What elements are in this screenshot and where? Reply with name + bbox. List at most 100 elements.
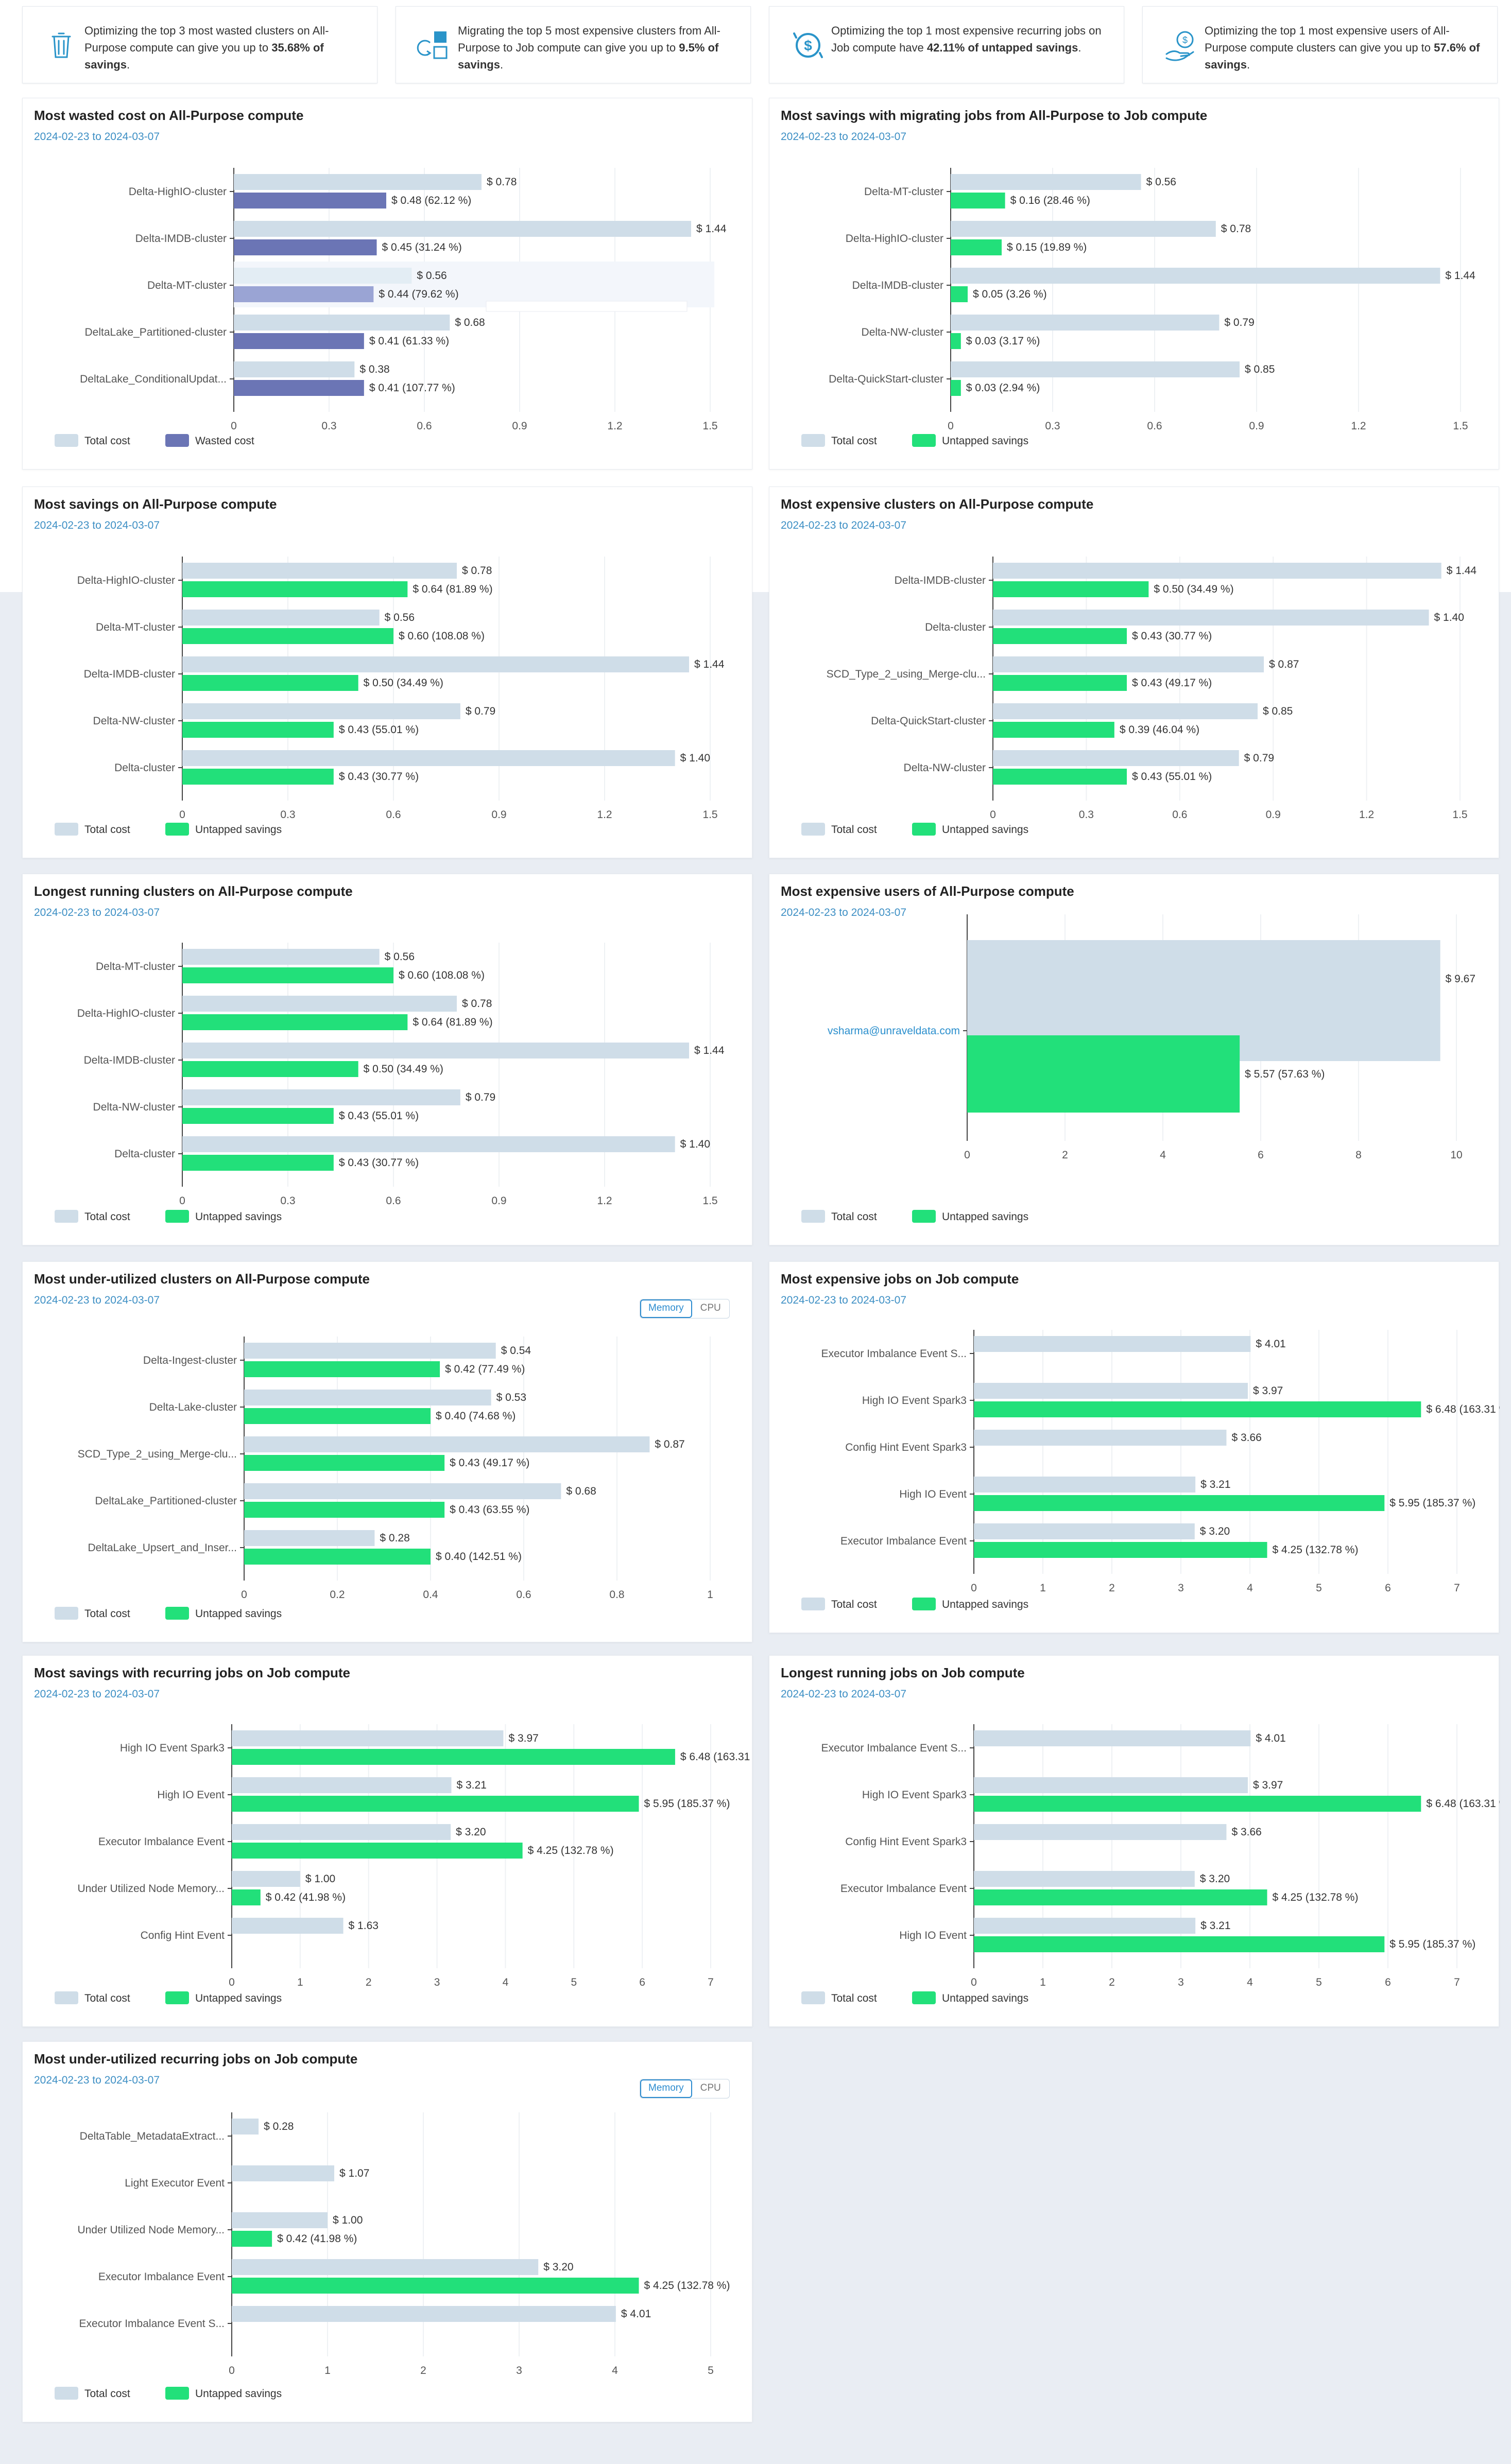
- untapped-savings-bar[interactable]: [182, 1155, 334, 1171]
- total-cost-bar[interactable]: [951, 361, 1240, 377]
- total-cost-bar[interactable]: [244, 1343, 496, 1359]
- untapped-savings-bar[interactable]: [974, 1889, 1267, 1905]
- untapped-savings-bar[interactable]: [974, 1542, 1267, 1558]
- total-cost-bar[interactable]: [974, 1430, 1227, 1446]
- total-cost-bar[interactable]: [993, 703, 1258, 719]
- total-cost-bar[interactable]: [993, 656, 1264, 672]
- untapped-savings-bar[interactable]: [232, 1843, 523, 1859]
- untapped-savings-bar[interactable]: [182, 675, 358, 691]
- legend-label-total[interactable]: Total cost: [84, 1211, 130, 1223]
- legend-label-secondary[interactable]: Untapped savings: [195, 1211, 282, 1223]
- total-cost-bar[interactable]: [182, 656, 689, 672]
- untapped-savings-bar[interactable]: [993, 581, 1149, 597]
- untapped-savings-bar[interactable]: [244, 1549, 431, 1565]
- untapped-savings-bar[interactable]: [182, 1061, 358, 1077]
- total-cost-bar[interactable]: [234, 361, 355, 377]
- total-cost-bar[interactable]: [232, 1777, 452, 1793]
- legend-label-secondary[interactable]: Untapped savings: [942, 1599, 1028, 1610]
- untapped-savings-bar[interactable]: [232, 2278, 639, 2294]
- total-cost-bar[interactable]: [244, 1390, 491, 1405]
- wasted-cost-bar[interactable]: [234, 193, 386, 209]
- total-cost-bar[interactable]: [974, 1336, 1251, 1352]
- legend-label-secondary[interactable]: Untapped savings: [195, 1608, 282, 1620]
- total-cost-bar[interactable]: [993, 610, 1429, 626]
- total-cost-bar[interactable]: [993, 563, 1441, 579]
- legend-label-secondary[interactable]: Untapped savings: [942, 1992, 1028, 2004]
- total-cost-bar[interactable]: [951, 268, 1440, 284]
- total-cost-bar[interactable]: [244, 1530, 375, 1546]
- total-cost-bar[interactable]: [182, 949, 380, 965]
- toggle-cpu[interactable]: CPU: [700, 2083, 721, 2093]
- untapped-savings-bar[interactable]: [232, 2231, 272, 2247]
- untapped-savings-bar[interactable]: [244, 1502, 445, 1518]
- untapped-savings-bar[interactable]: [182, 581, 408, 597]
- untapped-savings-bar[interactable]: [244, 1361, 440, 1377]
- total-cost-bar[interactable]: [951, 174, 1141, 190]
- untapped-savings-bar[interactable]: [967, 1035, 1240, 1113]
- untapped-savings-bar[interactable]: [951, 193, 1005, 209]
- total-cost-bar[interactable]: [234, 315, 450, 331]
- toggle-cpu[interactable]: CPU: [700, 1303, 721, 1313]
- total-cost-bar[interactable]: [232, 1918, 344, 1934]
- total-cost-bar[interactable]: [182, 1136, 675, 1152]
- legend-label-total[interactable]: Total cost: [84, 1992, 130, 2004]
- legend-label-total[interactable]: Total cost: [831, 1211, 877, 1223]
- total-cost-bar[interactable]: [244, 1436, 650, 1452]
- untapped-savings-bar[interactable]: [993, 769, 1127, 785]
- total-cost-bar[interactable]: [974, 1730, 1251, 1746]
- untapped-savings-bar[interactable]: [182, 769, 334, 785]
- toggle-memory[interactable]: Memory: [640, 1299, 692, 1318]
- untapped-savings-bar[interactable]: [951, 333, 961, 349]
- total-cost-bar[interactable]: [182, 563, 457, 579]
- untapped-savings-bar[interactable]: [232, 1889, 261, 1905]
- legend-label-total[interactable]: Total cost: [831, 824, 877, 836]
- total-cost-bar[interactable]: [974, 1871, 1195, 1887]
- total-cost-bar[interactable]: [234, 174, 482, 190]
- total-cost-bar[interactable]: [974, 1383, 1248, 1399]
- total-cost-bar[interactable]: [232, 2165, 335, 2181]
- legend-label-secondary[interactable]: Untapped savings: [942, 824, 1028, 836]
- total-cost-bar[interactable]: [182, 703, 460, 719]
- total-cost-bar[interactable]: [182, 1043, 689, 1059]
- untapped-savings-bar[interactable]: [232, 1749, 675, 1765]
- legend-label-secondary[interactable]: Untapped savings: [942, 435, 1028, 447]
- total-cost-bar[interactable]: [182, 1089, 460, 1105]
- total-cost-bar[interactable]: [182, 996, 457, 1012]
- category-label[interactable]: vsharma@unraveldata.com: [828, 1025, 960, 1037]
- untapped-savings-bar[interactable]: [182, 967, 393, 983]
- legend-label-total[interactable]: Total cost: [84, 2388, 130, 2400]
- legend-label-total[interactable]: Total cost: [84, 824, 130, 836]
- legend-label-total[interactable]: Total cost: [84, 435, 130, 447]
- untapped-savings-bar[interactable]: [951, 286, 968, 302]
- legend-label-secondary[interactable]: Untapped savings: [195, 2388, 282, 2400]
- untapped-savings-bar[interactable]: [993, 722, 1114, 738]
- untapped-savings-bar[interactable]: [244, 1455, 445, 1471]
- wasted-cost-bar[interactable]: [234, 380, 364, 396]
- total-cost-bar[interactable]: [974, 1523, 1195, 1539]
- legend-label-secondary[interactable]: Untapped savings: [942, 1211, 1028, 1223]
- total-cost-bar[interactable]: [232, 1824, 451, 1840]
- total-cost-bar[interactable]: [974, 1918, 1196, 1934]
- untapped-savings-bar[interactable]: [182, 722, 334, 738]
- untapped-savings-bar[interactable]: [951, 380, 961, 396]
- legend-label-total[interactable]: Total cost: [84, 1608, 130, 1620]
- total-cost-bar[interactable]: [182, 610, 380, 626]
- total-cost-bar[interactable]: [232, 1730, 504, 1746]
- untapped-savings-bar[interactable]: [182, 628, 393, 644]
- total-cost-bar[interactable]: [232, 1871, 300, 1887]
- total-cost-bar[interactable]: [974, 1777, 1248, 1793]
- wasted-cost-bar[interactable]: [234, 286, 374, 302]
- toggle-memory[interactable]: Memory: [640, 2079, 692, 2098]
- total-cost-bar[interactable]: [232, 2119, 259, 2135]
- total-cost-bar[interactable]: [232, 2306, 616, 2322]
- untapped-savings-bar[interactable]: [244, 1408, 431, 1424]
- untapped-savings-bar[interactable]: [974, 1495, 1385, 1511]
- untapped-savings-bar[interactable]: [974, 1796, 1421, 1812]
- untapped-savings-bar[interactable]: [232, 1796, 639, 1812]
- total-cost-bar[interactable]: [234, 268, 412, 284]
- legend-label-secondary[interactable]: Wasted cost: [195, 435, 254, 447]
- wasted-cost-bar[interactable]: [234, 239, 377, 255]
- legend-label-secondary[interactable]: Untapped savings: [195, 824, 282, 836]
- total-cost-bar[interactable]: [232, 2259, 539, 2275]
- untapped-savings-bar[interactable]: [974, 1401, 1421, 1417]
